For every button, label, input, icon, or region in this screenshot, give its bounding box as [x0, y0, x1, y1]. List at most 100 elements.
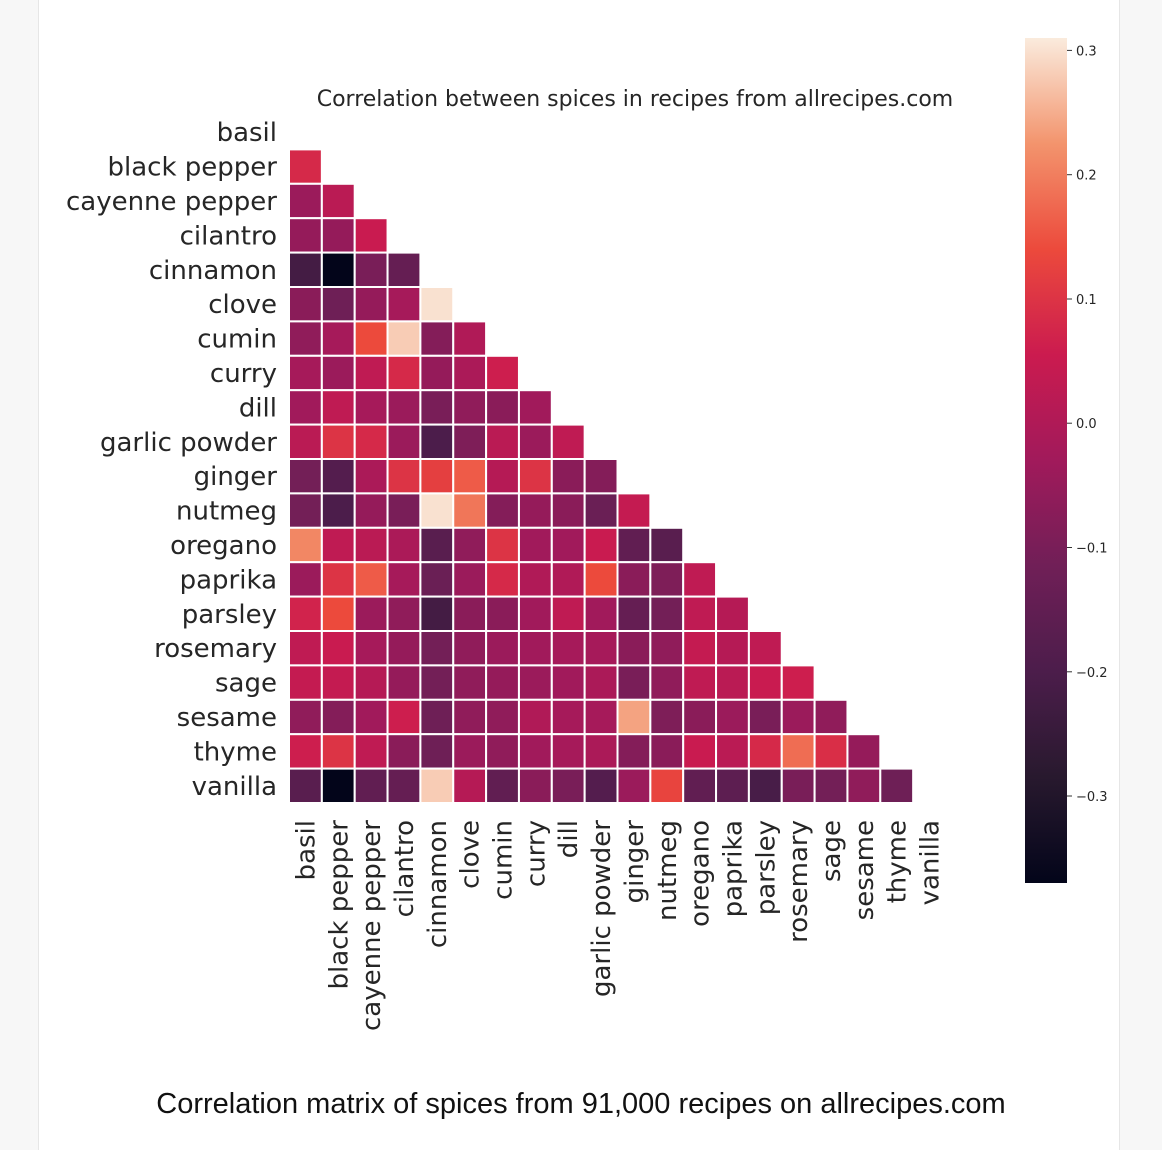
heatmap-cell [353, 423, 389, 461]
colorbar-ticks: 0.3 0.2 0.1 0.0 −0.1 −0.2 −0.3 [1067, 44, 1108, 805]
heatmap-cell [320, 251, 356, 289]
heatmap-cell [320, 182, 356, 220]
heatmap-cell [320, 698, 356, 736]
heatmap-cell [386, 733, 422, 770]
heatmap-cell [353, 630, 389, 667]
heatmap-cell [386, 389, 422, 426]
heatmap-cell [320, 354, 356, 392]
heatmap-cell [485, 526, 520, 564]
heatmap-cell [517, 698, 553, 736]
heatmap-cell [583, 664, 619, 701]
heatmap-cell [419, 526, 455, 564]
heatmap-cell [682, 767, 718, 804]
heatmap-cell [353, 595, 389, 632]
heatmap-cell [419, 389, 455, 426]
colorbar-tick-label: −0.1 [1076, 542, 1108, 557]
heatmap-cell [583, 492, 619, 529]
row-label: nutmeg [176, 497, 277, 527]
column-label: paprika [719, 820, 749, 917]
heatmap-cell [288, 320, 323, 357]
heatmap-cell [649, 595, 685, 632]
heatmap-cell [649, 733, 685, 770]
heatmap-cell [517, 767, 553, 804]
figure-caption: Correlation matrix of spices from 91,000… [156, 1088, 1006, 1120]
heatmap-cell [353, 733, 389, 770]
heatmap-cell [780, 698, 816, 736]
heatmap-cell [550, 492, 586, 529]
heatmap-cell [682, 595, 718, 632]
heatmap-cell [320, 630, 356, 667]
heatmap-cell [288, 217, 323, 254]
heatmap-cell [550, 630, 586, 667]
heatmap-cell [452, 733, 488, 770]
heatmap-cell [715, 767, 750, 804]
row-label: cilantro [180, 221, 277, 251]
row-label: sesame [177, 703, 277, 733]
heatmap-cell [780, 664, 816, 701]
heatmap-cell [616, 630, 652, 667]
heatmap-cell [846, 767, 882, 804]
heatmap-cell [517, 664, 553, 701]
row-label: garlic powder [100, 428, 277, 458]
heatmap-cell [386, 458, 422, 495]
heatmap-cell [616, 664, 652, 701]
heatmap-cell [288, 286, 323, 323]
heatmap-cell [550, 595, 586, 632]
heatmap-cell [419, 767, 455, 804]
heatmap-cell [320, 217, 356, 254]
heatmap-cell [616, 698, 652, 736]
heatmap-cell [550, 458, 586, 495]
heatmap-cell [386, 286, 422, 323]
heatmap-cell [715, 698, 750, 736]
heatmap-cell [320, 389, 356, 426]
heatmap-cell [320, 561, 356, 598]
heatmap-cell [288, 389, 323, 426]
colorbar-gradient [1025, 38, 1067, 883]
heatmap-cell [386, 526, 422, 564]
heatmap-cell [616, 595, 652, 632]
heatmap-cell [583, 561, 619, 598]
heatmap-cell [813, 698, 849, 736]
heatmap-cell [288, 458, 323, 495]
heatmap-cell [419, 354, 455, 392]
heatmap-cell [452, 561, 488, 598]
column-label: curry [521, 820, 551, 887]
heatmap-cell [616, 526, 652, 564]
heatmap-cell [419, 733, 455, 770]
heatmap-cell [616, 561, 652, 598]
heatmap-cell [715, 595, 750, 632]
heatmap-cell [452, 767, 488, 804]
row-label: paprika [180, 565, 277, 595]
heatmap-cell [583, 526, 619, 564]
heatmap-cell [320, 492, 356, 529]
heatmap-cell [386, 561, 422, 598]
colorbar-tick-label: 0.2 [1076, 169, 1097, 184]
heatmap-cell [452, 354, 488, 392]
heatmap-cell [485, 389, 520, 426]
heatmap-cell [353, 664, 389, 701]
heatmap-cell [419, 286, 455, 323]
row-label: dill [239, 393, 277, 423]
heatmap-cell [353, 286, 389, 323]
column-label: parsley [751, 820, 781, 915]
row-label: rosemary [154, 634, 277, 664]
heatmap-cell [682, 664, 718, 701]
heatmap-cell [419, 458, 455, 495]
heatmap-cell [419, 595, 455, 632]
heatmap-cell [353, 354, 389, 392]
row-label: ginger [194, 462, 278, 492]
heatmap-cell [649, 526, 685, 564]
heatmap-cell [288, 767, 323, 804]
column-label: cayenne pepper [357, 820, 387, 1031]
heatmap-cell [386, 630, 422, 667]
heatmap-cell [485, 354, 520, 392]
heatmap-cell [452, 630, 488, 667]
row-label: parsley [182, 600, 277, 630]
heatmap-cell [550, 526, 586, 564]
heatmap-cell [353, 320, 389, 357]
heatmap-cell [517, 595, 553, 632]
heatmap-cell [452, 595, 488, 632]
heatmap-cell [320, 320, 356, 357]
heatmap-cell [583, 595, 619, 632]
heatmap-cell [550, 767, 586, 804]
